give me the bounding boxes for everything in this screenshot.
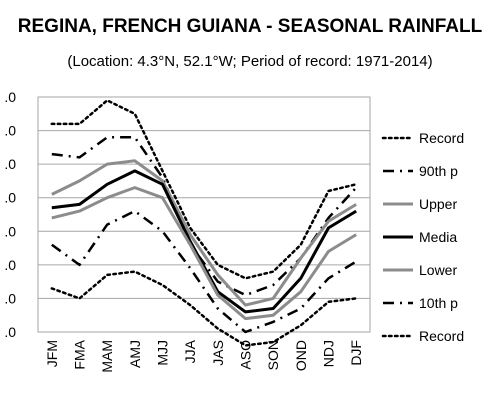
plot-area-border xyxy=(37,96,371,333)
x-tick-label: DJF xyxy=(348,340,364,366)
y-tick-label: .0 xyxy=(4,324,16,340)
legend-label: Media xyxy=(419,229,457,245)
x-tick-label: JAS xyxy=(210,340,226,366)
legend-label: Lower xyxy=(419,262,457,278)
series-line xyxy=(50,99,358,280)
y-tick-label: .0 xyxy=(4,290,16,306)
x-tick-label: SON xyxy=(265,340,281,370)
x-tick-label: MAM xyxy=(99,340,115,373)
chart-subtitle: (Location: 4.3°N, 52.1°W; Period of reco… xyxy=(67,53,432,70)
x-tick-label: JFM xyxy=(44,340,60,367)
series-line xyxy=(51,209,357,334)
legend-label: Record xyxy=(419,130,464,146)
legend-label: Upper xyxy=(419,196,457,212)
x-tick-label: NDJ xyxy=(321,340,337,367)
series-line xyxy=(50,270,358,347)
y-tick-label: .0 xyxy=(4,223,16,239)
y-tick-label: .0 xyxy=(4,123,16,139)
y-tick-label: .0 xyxy=(4,89,16,105)
x-tick-label: ASO xyxy=(238,340,254,370)
x-tick-label: JJA xyxy=(182,339,198,363)
y-tick-label: .0 xyxy=(4,156,16,172)
x-tick-label: AMJ xyxy=(127,340,143,368)
legend-label: 90th p xyxy=(419,163,458,179)
chart-title: REGINA, FRENCH GUIANA - SEASONAL RAINFAL… xyxy=(18,16,483,37)
legend-label: Record xyxy=(419,328,464,344)
series-line xyxy=(51,169,357,314)
x-tick-label: MJJ xyxy=(155,340,171,366)
series-line xyxy=(51,186,357,321)
y-tick-label: .0 xyxy=(4,190,16,206)
legend-label: 10th p xyxy=(419,295,458,311)
series-line xyxy=(51,136,358,297)
series-line xyxy=(51,159,357,307)
x-tick-label: FMA xyxy=(72,339,88,369)
x-tick-label: OND xyxy=(293,340,309,371)
y-tick-label: .0 xyxy=(4,257,16,273)
